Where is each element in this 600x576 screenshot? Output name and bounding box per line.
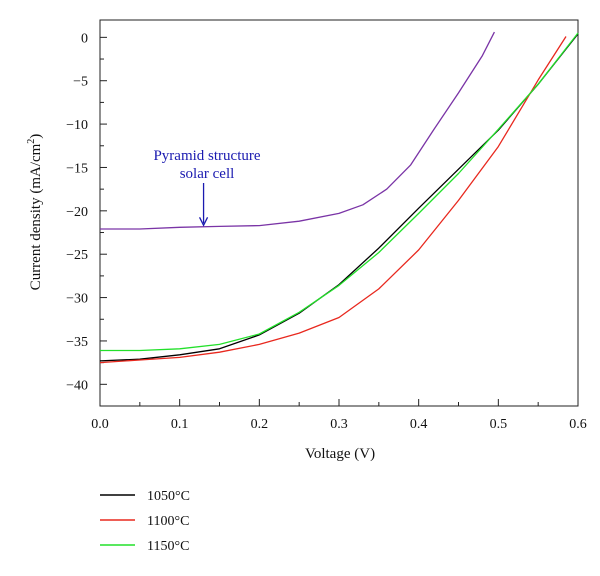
legend-label-1: 1100°C [147, 514, 189, 529]
x-tick-label-1: 0.1 [171, 417, 189, 432]
x-axis-title: Voltage (V) [305, 446, 375, 462]
y-axis-title-close: ) [28, 134, 44, 139]
x-tick-label-3: 0.3 [330, 417, 348, 432]
y-tick-label-8: −40 [66, 378, 88, 393]
series-line-3 [100, 31, 495, 230]
series-layer [99, 31, 579, 364]
y-axis-title-sup: 2 [26, 139, 37, 144]
y-tick-label-2: −10 [66, 118, 88, 133]
x-tick-label-6: 0.6 [569, 417, 587, 432]
x-axis: 0.0 0.1 0.2 0.3 0.4 0.5 0.6 [91, 399, 587, 432]
legend: 1050°C 1100°C 1150°C [100, 489, 190, 554]
series-line-2 [100, 32, 579, 352]
y-axis-title: Current density (mA/cm2) [26, 134, 44, 291]
y-tick-label-1: −5 [73, 75, 88, 90]
annotation-line-1: Pyramid structure [153, 148, 260, 164]
x-tick-label-5: 0.5 [490, 417, 508, 432]
series-line-1 [99, 36, 567, 364]
y-tick-label-5: −25 [66, 248, 88, 263]
y-tick-label-4: −20 [66, 205, 88, 220]
legend-label-2: 1150°C [147, 539, 189, 554]
legend-label-0: 1050°C [147, 489, 190, 504]
x-tick-label-4: 0.4 [410, 417, 428, 432]
annotation-line-2: solar cell [180, 166, 235, 182]
x-tick-label-2: 0.2 [251, 417, 269, 432]
y-tick-label-6: −30 [66, 292, 88, 307]
annotation-arrowhead [198, 217, 209, 227]
pyramid-annotation: Pyramid structure solar cell [153, 148, 261, 227]
y-axis: 0 −5 −10 −15 −20 −25 −30 −35 −40 [66, 31, 107, 393]
y-axis-title-main: Current density (mA/cm [28, 143, 44, 290]
x-tick-label-0: 0.0 [91, 417, 109, 432]
y-tick-label-0: 0 [81, 31, 88, 46]
y-tick-label-7: −35 [66, 335, 88, 350]
series-line-0 [99, 33, 579, 362]
y-tick-label-3: −15 [66, 161, 88, 176]
